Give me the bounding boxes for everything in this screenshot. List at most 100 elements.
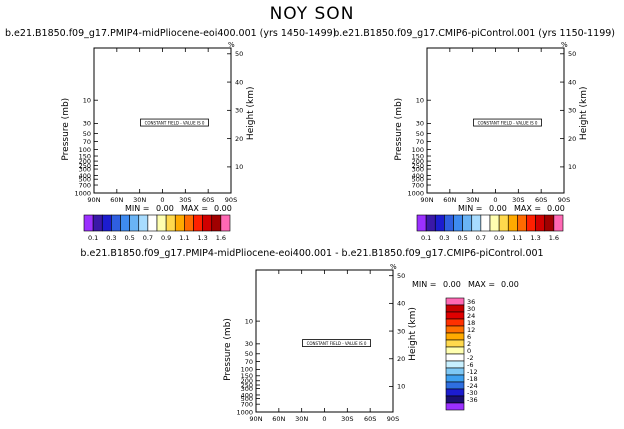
p-label-1-6: 200 [412, 157, 424, 165]
p-label-1-7: 250 [412, 162, 424, 170]
p-label-0-8: 300 [79, 165, 91, 173]
colorbar-cell-1-3 [444, 214, 454, 232]
colorbar-cell-1-0 [416, 214, 427, 232]
x-label-1-2: 30N [466, 196, 479, 204]
h-label-2-1: 20 [397, 355, 405, 363]
p-label-1-8: 300 [412, 165, 424, 173]
panel-title-1: b.e21.B1850.f09_g17.CMIP6-piControl.001 … [333, 28, 615, 39]
colorbar-cell-2-10 [445, 367, 465, 376]
h-label-2-2: 30 [397, 327, 405, 335]
h-label-1-2: 30 [568, 107, 576, 115]
colorbar-label-0-6: 1.3 [197, 234, 207, 242]
h-label-1-1: 20 [568, 135, 576, 143]
colorbar-label-1-7: 1.6 [549, 234, 559, 242]
p-label-2-6: 200 [241, 377, 253, 385]
h-label-0-0: 10 [235, 163, 243, 171]
stats-max-label-2: MAX = [468, 280, 495, 289]
h-label-0-4: 50 [235, 50, 243, 58]
colorbar-cell-2-11 [445, 374, 465, 383]
p-label-0-7: 250 [79, 162, 91, 170]
p-label-0-6: 200 [79, 157, 91, 165]
x-label-2-1: 60N [272, 415, 285, 423]
p-label-2-5: 150 [241, 372, 253, 380]
colorbar-cell-2-9 [445, 360, 465, 369]
colorbar-cell-2-0 [445, 297, 465, 306]
p-label-2-11: 700 [241, 400, 253, 408]
colorbar-cell-0-7 [147, 214, 158, 232]
colorbar-label-2-10: -12 [467, 368, 478, 376]
colorbar-label-1-4: 0.9 [494, 234, 504, 242]
colorbar-cell-1-11 [517, 214, 527, 232]
colorbar-cell-2-12 [445, 381, 465, 390]
colorbar-label-1-2: 0.5 [457, 234, 467, 242]
y-axis-title-left-0: Pressure (mb) [61, 98, 71, 161]
stats-max-2: 0.00 [501, 280, 519, 289]
x-label-1-3: 0 [493, 196, 497, 204]
p-label-0-0: 10 [83, 97, 91, 105]
colorbar-cell-1-14 [544, 214, 555, 232]
stats-min-label-0: MIN = [125, 204, 150, 213]
x-label-1-1: 60N [443, 196, 456, 204]
x-label-0-6: 90S [225, 196, 237, 204]
colorbar-cell-1-4 [453, 214, 463, 232]
p-label-2-4: 100 [241, 366, 253, 374]
colorbar-label-2-6: 2 [467, 340, 471, 348]
unit-mark-0: % [228, 41, 235, 49]
colorbar-cell-0-1 [92, 214, 103, 232]
colorbar-cell-0-12 [193, 214, 203, 232]
colorbar-cell-0-5 [129, 214, 140, 232]
constant-field-box-0 [140, 118, 209, 127]
h-label-1-4: 50 [568, 50, 576, 58]
stats-max-label-0: MAX = [181, 204, 208, 213]
colorbar-cell-0-11 [184, 214, 194, 232]
colorbar-label-2-7: 0 [467, 347, 471, 355]
colorbar-cell-1-2 [434, 214, 445, 232]
colorbar-label-2-14: -36 [467, 396, 478, 404]
colorbar-label-2-8: -2 [467, 354, 473, 362]
x-label-0-5: 60S [202, 196, 214, 204]
colorbar-cell-1-9 [498, 214, 509, 232]
h-label-2-4: 50 [397, 272, 405, 280]
h-label-1-0: 10 [568, 163, 576, 171]
colorbar-cell-0-6 [138, 214, 149, 232]
stats-min-2: 0.00 [443, 280, 461, 289]
y-axis-title-left-1: Pressure (mb) [394, 98, 404, 161]
colorbar-cell-2-2 [445, 311, 465, 320]
p-label-1-0: 10 [416, 97, 424, 105]
colorbar-label-1-5: 1.1 [512, 234, 522, 242]
p-label-2-2: 50 [245, 350, 253, 358]
colorbar-cell-2-5 [445, 332, 465, 341]
p-label-1-11: 700 [412, 181, 424, 189]
colorbar-label-2-3: 18 [467, 319, 475, 327]
colorbar-label-2-0: 36 [467, 298, 475, 306]
colorbar-label-2-9: -6 [467, 361, 473, 369]
x-label-1-0: 90N [420, 196, 433, 204]
colorbar-cell-2-13 [445, 388, 465, 397]
colorbar-cell-2-1 [445, 304, 465, 313]
x-label-0-0: 90N [87, 196, 100, 204]
h-label-0-3: 40 [235, 78, 243, 86]
p-label-0-1: 30 [83, 120, 91, 128]
colorbar-label-1-1: 0.3 [439, 234, 449, 242]
stats-min-label-2: MIN = [412, 280, 437, 289]
constant-field-box-2 [302, 339, 371, 347]
colorbar-cell-0-2 [101, 214, 112, 232]
p-label-1-10: 500 [412, 176, 424, 184]
colorbar-label-1-6: 1.3 [530, 234, 540, 242]
x-label-1-6: 90S [558, 196, 570, 204]
x-label-2-2: 30N [295, 415, 308, 423]
colorbar-label-2-5: 6 [467, 333, 471, 341]
colorbar-label-1-3: 0.7 [476, 234, 486, 242]
x-label-1-5: 60S [535, 196, 547, 204]
unit-mark-1: % [561, 41, 568, 49]
y-axis-title-right-0: Height (km) [246, 86, 256, 140]
p-label-1-5: 150 [412, 152, 424, 160]
x-label-2-4: 30S [341, 415, 353, 423]
p-label-2-9: 400 [241, 391, 253, 399]
colorbar-cell-1-10 [507, 214, 518, 232]
colorbar-label-0-7: 1.6 [216, 234, 226, 242]
p-label-0-2: 50 [83, 130, 91, 138]
colorbar-cell-1-5 [462, 214, 473, 232]
p-label-1-1: 30 [416, 120, 424, 128]
panel-title-0: b.e21.B1850.f09_g17.PMIP4-midPliocene-eo… [5, 28, 336, 39]
